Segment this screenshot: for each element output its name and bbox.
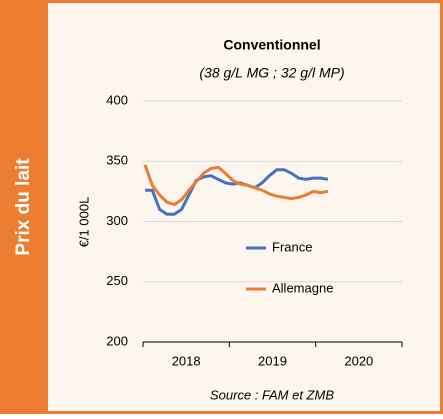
y-tick-label: 300 [106, 213, 128, 228]
legend-label: Allemagne [272, 280, 333, 295]
x-tick-label: 2019 [258, 353, 287, 368]
y-tick-label: 250 [106, 273, 128, 288]
y-tick-label: 400 [106, 92, 128, 107]
y-axis-label: €/1 000L [76, 197, 91, 248]
chart-title: Conventionnel [223, 37, 320, 53]
side-label: Prix du lait [13, 158, 34, 256]
legend-label: France [272, 239, 312, 254]
chart-subtitle: (38 g/L MG ; 32 g/l MP) [199, 65, 344, 81]
y-tick-label: 200 [106, 333, 128, 348]
x-tick-label: 2018 [172, 353, 201, 368]
y-tick-label: 350 [106, 153, 128, 168]
line-series [143, 164, 329, 207]
source: Source : FAM et ZMB [210, 387, 334, 402]
x-tick-label: 2020 [344, 353, 373, 368]
panel [48, 3, 440, 411]
